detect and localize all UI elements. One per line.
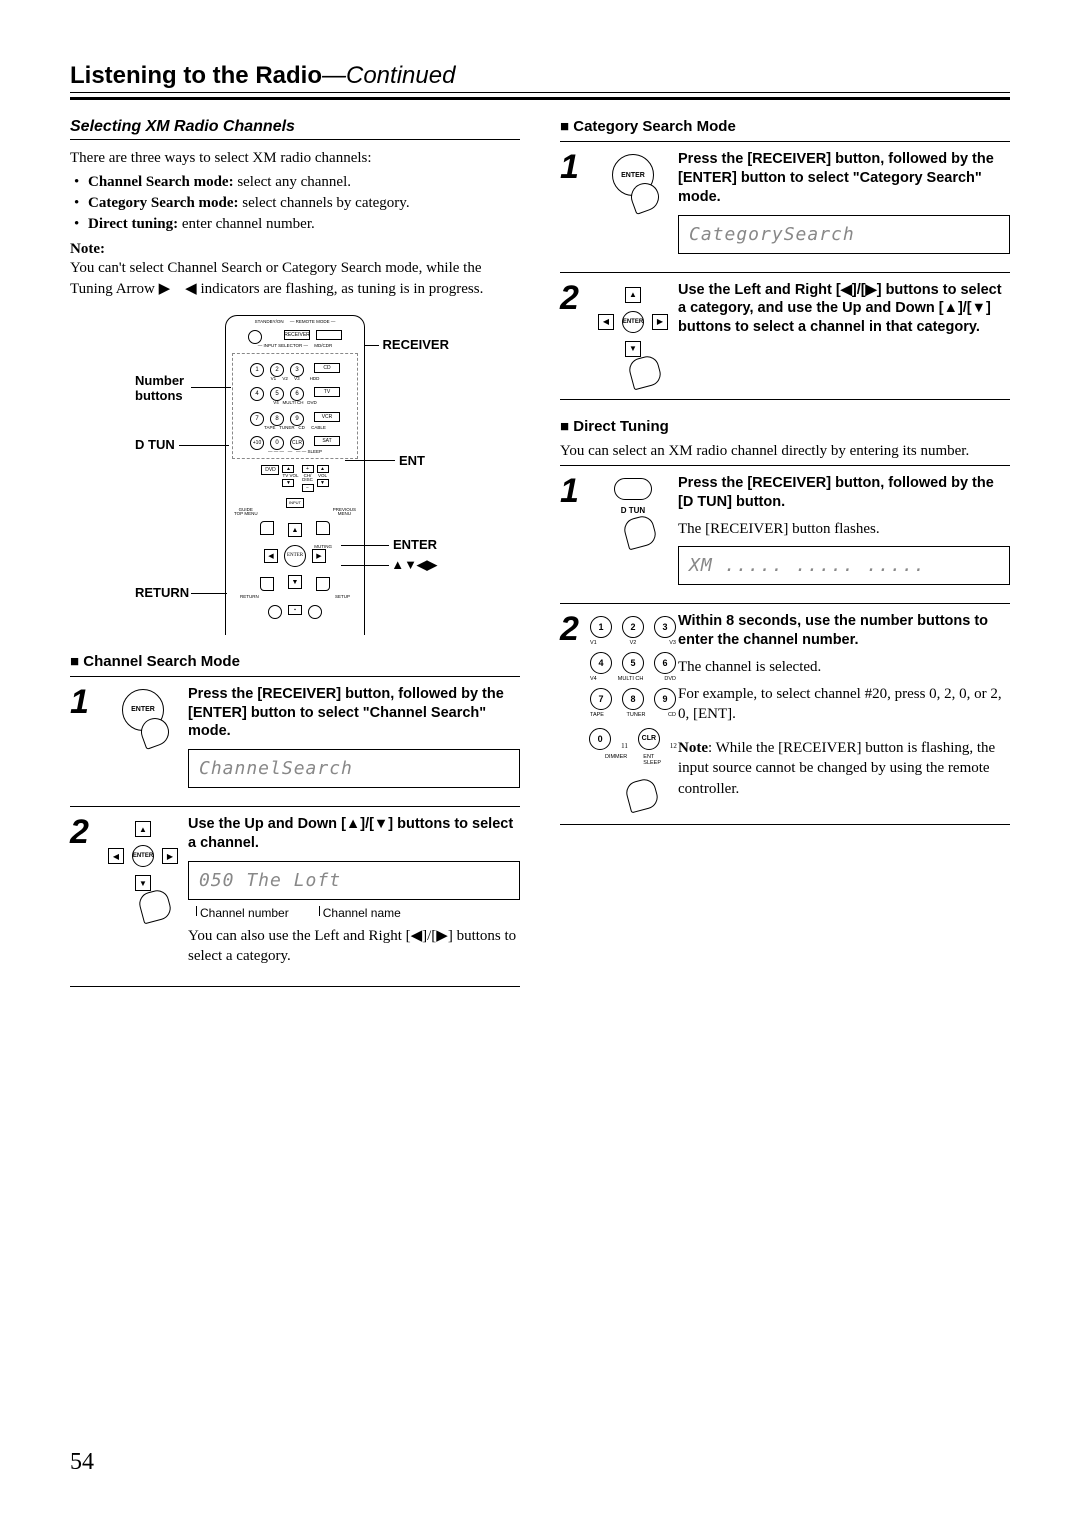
direct-tuning-intro: You can select an XM radio channel direc… — [560, 441, 1010, 461]
enter-button-icon: ENTER — [122, 689, 164, 731]
step-number: 1 — [70, 685, 98, 719]
page-title-continued: —Continued — [322, 62, 455, 89]
direct-tuning-step-1: 1 D TUN Press the [RECEIVER] button, fol… — [560, 465, 1010, 603]
intro-text: There are three ways to select XM radio … — [70, 148, 520, 168]
step-instruction: Use the Left and Right [◀]/[▶] buttons t… — [678, 281, 1010, 338]
hand-icon — [624, 776, 661, 813]
label-number-buttons: Number buttons — [135, 373, 184, 403]
note-body: : While the [RECEIVER] button is flashin… — [678, 740, 995, 797]
label-ent: ENT — [399, 453, 425, 468]
step-number: 2 — [70, 815, 98, 849]
hand-icon — [622, 513, 659, 550]
remote-diagram: STANDBY/ON — REMOTE MODE — RECEIVER — IN… — [135, 315, 455, 635]
step-body: The [RECEIVER] button flashes. — [678, 519, 1010, 539]
enter-button-icon: ENTER — [612, 154, 654, 196]
step-instruction: Use the Up and Down [▲]/[▼] buttons to s… — [188, 815, 520, 853]
direct-tuning-step-2: 2 123 V1V2V3 456 V4MULTI CHDVD 789 TAPET… — [560, 603, 1010, 825]
section-selecting-xm: Selecting XM Radio Channels — [70, 118, 520, 140]
step-body: You can also use the Left and Right [◀]/… — [188, 926, 520, 967]
category-search-step-2: 2 ▲▼◀▶ENTER Use the Left and Right [◀]/[… — [560, 272, 1010, 400]
hand-icon — [137, 888, 174, 925]
step-number: 1 — [560, 474, 588, 508]
step-body: The channel is selected. — [678, 657, 1010, 677]
dtun-button-icon — [614, 478, 652, 500]
lcd-display: ChannelSearch — [188, 749, 520, 788]
step-instruction: Press the [RECEIVER] button, followed by… — [188, 685, 520, 742]
direct-tuning-title: Direct Tuning — [560, 418, 1010, 435]
left-column: Selecting XM Radio Channels There are th… — [70, 118, 520, 987]
note-body: You can't select Channel Search or Categ… — [70, 258, 520, 299]
hand-icon — [627, 353, 664, 390]
mode-list: Channel Search mode: select any channel.… — [70, 172, 520, 235]
lcd-display: XM ..... ..... ..... — [678, 546, 1010, 585]
label-dtun: D TUN — [135, 437, 175, 452]
step-number: 2 — [560, 281, 588, 315]
dpad-icon: ▲▼◀▶ENTER — [596, 285, 670, 359]
category-search-title: Category Search Mode — [560, 118, 1010, 135]
label-return: RETURN — [135, 585, 189, 600]
category-search-step-1: 1 ENTER Press the [RECEIVER] button, fol… — [560, 141, 1010, 272]
lcd-display: 050 The Loft — [188, 861, 520, 900]
label-enter: ENTER — [393, 537, 437, 552]
channel-search-step-1: 1 ENTER Press the [RECEIVER] button, fol… — [70, 676, 520, 807]
page-title: Listening to the Radio — [70, 62, 322, 89]
channel-search-title: Channel Search Mode — [70, 653, 520, 670]
note-label: Note — [678, 740, 708, 756]
step-instruction: Within 8 seconds, use the number buttons… — [678, 612, 1010, 650]
step-number: 2 — [560, 612, 588, 646]
step-instruction: Press the [RECEIVER] button, followed by… — [678, 474, 1010, 512]
page-header: Listening to the Radio—Continued — [70, 62, 1010, 100]
channel-search-step-2: 2 ▲▼◀▶ENTER Use the Up and Down [▲]/[▼] … — [70, 806, 520, 987]
right-column: Category Search Mode 1 ENTER Press the [… — [560, 118, 1010, 987]
dpad-icon: ▲▼◀▶ENTER — [106, 819, 180, 893]
page-number: 54 — [70, 1449, 94, 1476]
note-label: Note: — [70, 241, 520, 258]
step-body: For example, to select channel #20, pres… — [678, 684, 1010, 725]
label-arrows: ▲▼◀▶ — [391, 557, 437, 573]
label-receiver: RECEIVER — [383, 337, 449, 352]
numpad-icon: 123 V1V2V3 456 V4MULTI CHDVD 789 TAPETUN… — [590, 616, 676, 718]
step-instruction: Press the [RECEIVER] button, followed by… — [678, 150, 1010, 207]
step-number: 1 — [560, 150, 588, 184]
lcd-display: CategorySearch — [678, 215, 1010, 254]
